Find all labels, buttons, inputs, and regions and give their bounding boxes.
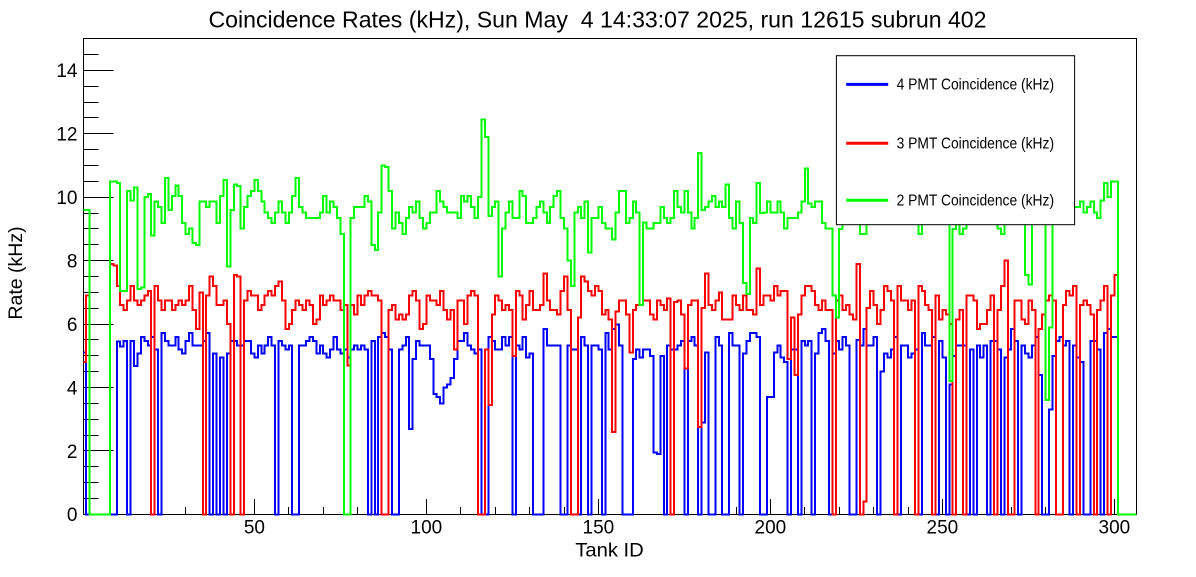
svg-text:Coincidence Rates (kHz), Sun M: Coincidence Rates (kHz), Sun May 4 14:33… bbox=[209, 6, 987, 32]
svg-text:0: 0 bbox=[67, 505, 78, 526]
svg-text:300: 300 bbox=[1099, 518, 1131, 539]
svg-text:14: 14 bbox=[56, 61, 78, 82]
svg-text:250: 250 bbox=[927, 518, 959, 539]
svg-text:4: 4 bbox=[67, 378, 78, 399]
svg-text:100: 100 bbox=[411, 518, 443, 539]
svg-text:4 PMT Coincidence (kHz): 4 PMT Coincidence (kHz) bbox=[897, 77, 1055, 94]
svg-text:6: 6 bbox=[67, 315, 78, 336]
svg-text:10: 10 bbox=[56, 188, 77, 209]
svg-text:12: 12 bbox=[56, 125, 77, 146]
svg-text:3 PMT Coincidence (kHz): 3 PMT Coincidence (kHz) bbox=[897, 135, 1055, 152]
svg-text:2 PMT Coincidence (kHz): 2 PMT Coincidence (kHz) bbox=[897, 192, 1055, 209]
svg-text:Rate (kHz): Rate (kHz) bbox=[5, 226, 27, 319]
svg-text:2: 2 bbox=[67, 442, 78, 463]
svg-text:200: 200 bbox=[755, 518, 787, 539]
svg-text:Tank ID: Tank ID bbox=[575, 540, 644, 562]
svg-text:50: 50 bbox=[244, 518, 265, 539]
svg-text:150: 150 bbox=[583, 518, 615, 539]
svg-text:8: 8 bbox=[67, 251, 78, 272]
